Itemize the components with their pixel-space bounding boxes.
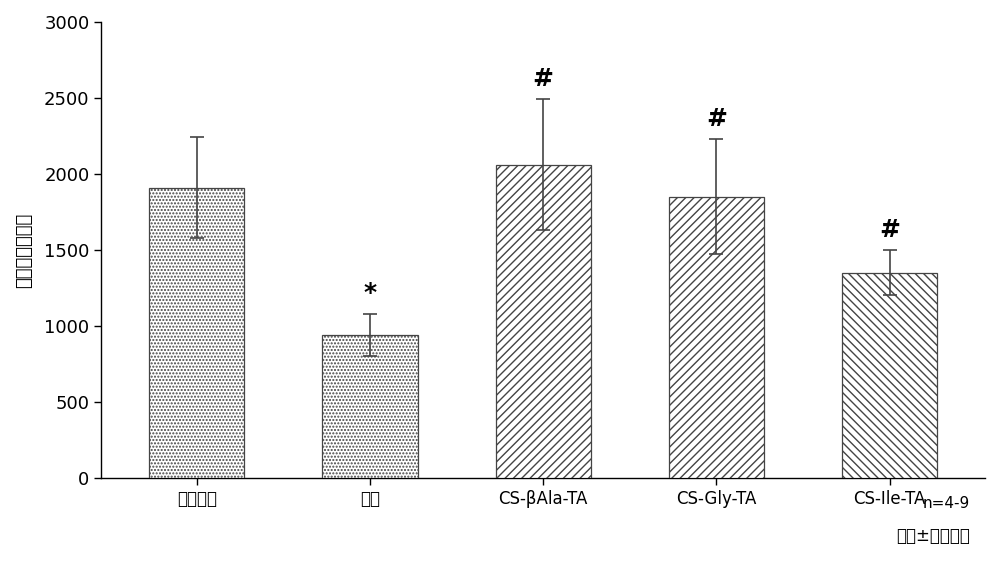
Bar (149, 187, 244, 478)
Text: *: * (363, 281, 377, 306)
Text: #: # (706, 107, 727, 131)
Text: 平均±标准偏差: 平均±标准偏差 (896, 527, 970, 545)
Text: #: # (533, 67, 554, 91)
Y-axis label: 排尿间隔（秒）: 排尿间隔（秒） (15, 212, 33, 287)
Text: #: # (879, 218, 900, 241)
Bar (669, 197, 764, 478)
Bar (496, 165, 591, 478)
Bar (322, 335, 418, 478)
Text: n=4-9: n=4-9 (923, 496, 970, 511)
Bar (842, 273, 937, 478)
